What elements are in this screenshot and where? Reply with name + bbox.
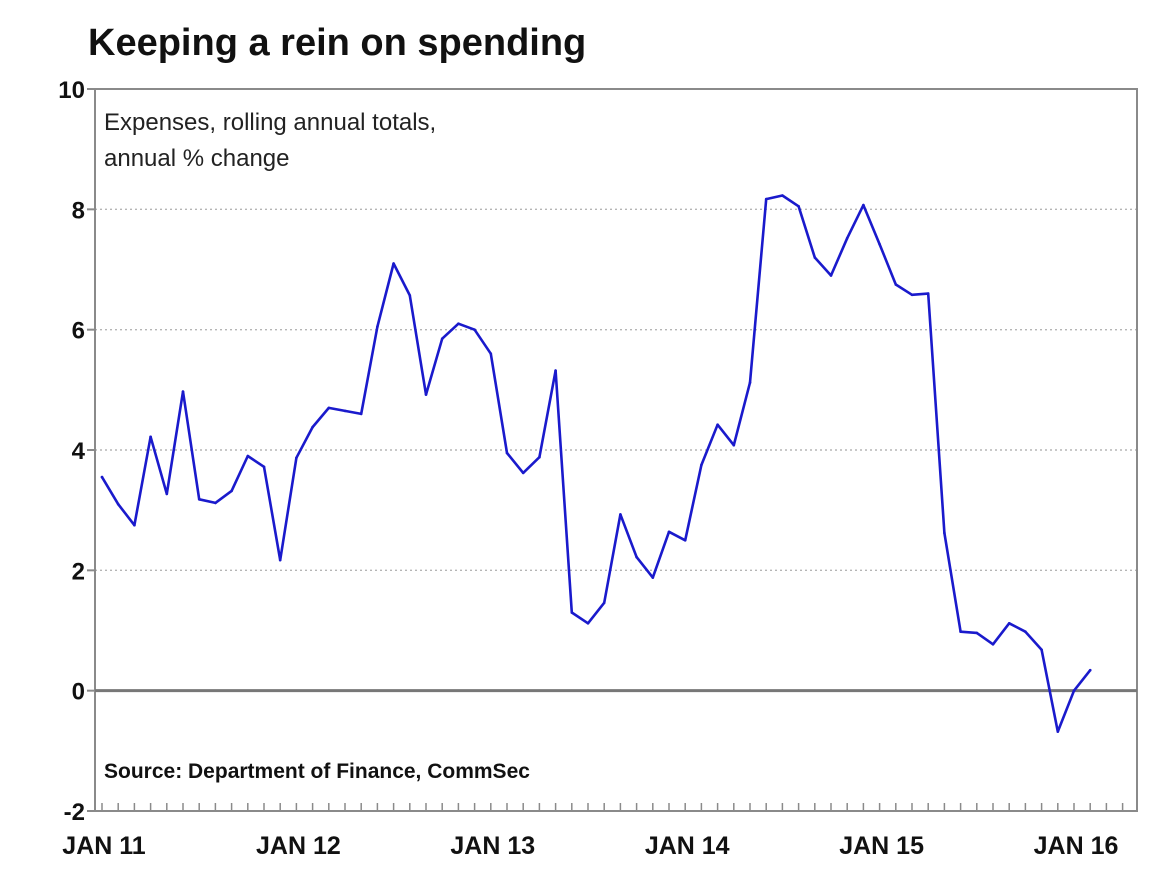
data-point [116,502,120,506]
data-point [230,489,233,493]
data-point [262,465,266,469]
data-point [797,205,800,208]
y-tick-label: 2 [72,558,85,585]
data-point [878,242,881,246]
y-tick-label: 0 [72,679,85,706]
data-point [586,622,590,625]
x-tick-label: JAN 13 [450,832,535,860]
data-point [619,513,622,516]
data-point [1056,730,1060,733]
chart-title: Keeping a rein on spending [88,22,587,64]
x-tick-label: JAN 14 [645,832,730,860]
x-tick-label: JAN 15 [839,832,924,860]
data-point [100,475,104,479]
data-point [1088,668,1092,672]
data-point [554,369,557,372]
data-point [975,631,979,635]
data-point [521,471,525,475]
y-tick-label: 6 [72,318,85,345]
data-point [538,455,541,459]
data-point [1024,630,1027,633]
data-point [149,435,152,439]
y-tick-label: -2 [64,799,85,826]
data-point [813,256,817,259]
chart-subtitle-line-2: annual % change [104,145,289,172]
data-point [683,539,687,542]
data-point [424,393,428,396]
data-point [748,381,752,384]
data-point [635,555,638,559]
data-point [894,283,898,286]
data-point [764,197,768,201]
data-point [359,412,363,416]
data-point [926,292,930,295]
data-point [845,236,849,240]
chart-subtitle-line-1: Expenses, rolling annual totals, [104,109,436,136]
data-point [700,463,703,467]
x-axis: JAN 11 JAN 12 JAN 13 JAN 14 JAN 15 JAN 16 [62,803,1124,860]
series-points [100,194,1092,733]
y-tick-label: 10 [58,77,85,104]
data-point [505,451,509,455]
x-tick-label: JAN 11 [62,832,145,860]
y-tick-label: 4 [72,438,86,465]
y-axis: -2 0 2 4 6 8 10 [58,77,95,826]
x-tick-label: JAN 16 [1034,832,1119,860]
data-point [457,322,460,326]
data-point [343,409,347,413]
data-point [943,531,946,535]
data-point [295,456,298,460]
x-tick-label: JAN 12 [256,832,341,860]
data-point [651,576,655,579]
data-point [181,390,185,393]
data-point [440,337,444,341]
data-point [197,498,201,501]
data-point [489,352,493,356]
data-point [408,294,412,297]
data-point [473,328,476,332]
data-point [376,325,379,329]
data-point [311,425,314,429]
data-point [959,630,962,633]
data-point [1040,648,1043,652]
data-point [781,194,784,197]
data-point [732,443,736,447]
data-point [829,274,833,277]
data-point [327,406,331,410]
y-tick-label: 8 [72,197,85,224]
data-point [667,530,671,534]
data-point [910,293,914,297]
data-point [1072,689,1076,692]
data-point [716,423,719,427]
data-point [165,492,169,496]
data-point [991,643,995,646]
source-note: Source: Department of Finance, CommSec [104,760,530,783]
data-point [570,611,574,614]
series-line [100,194,1092,733]
data-point [133,523,136,527]
data-point [602,601,606,605]
data-point [278,558,282,562]
data-point [392,262,395,265]
data-point [246,454,250,458]
data-point [214,501,217,505]
gridlines [95,208,1137,572]
data-point [1007,622,1011,625]
data-point [862,203,865,207]
